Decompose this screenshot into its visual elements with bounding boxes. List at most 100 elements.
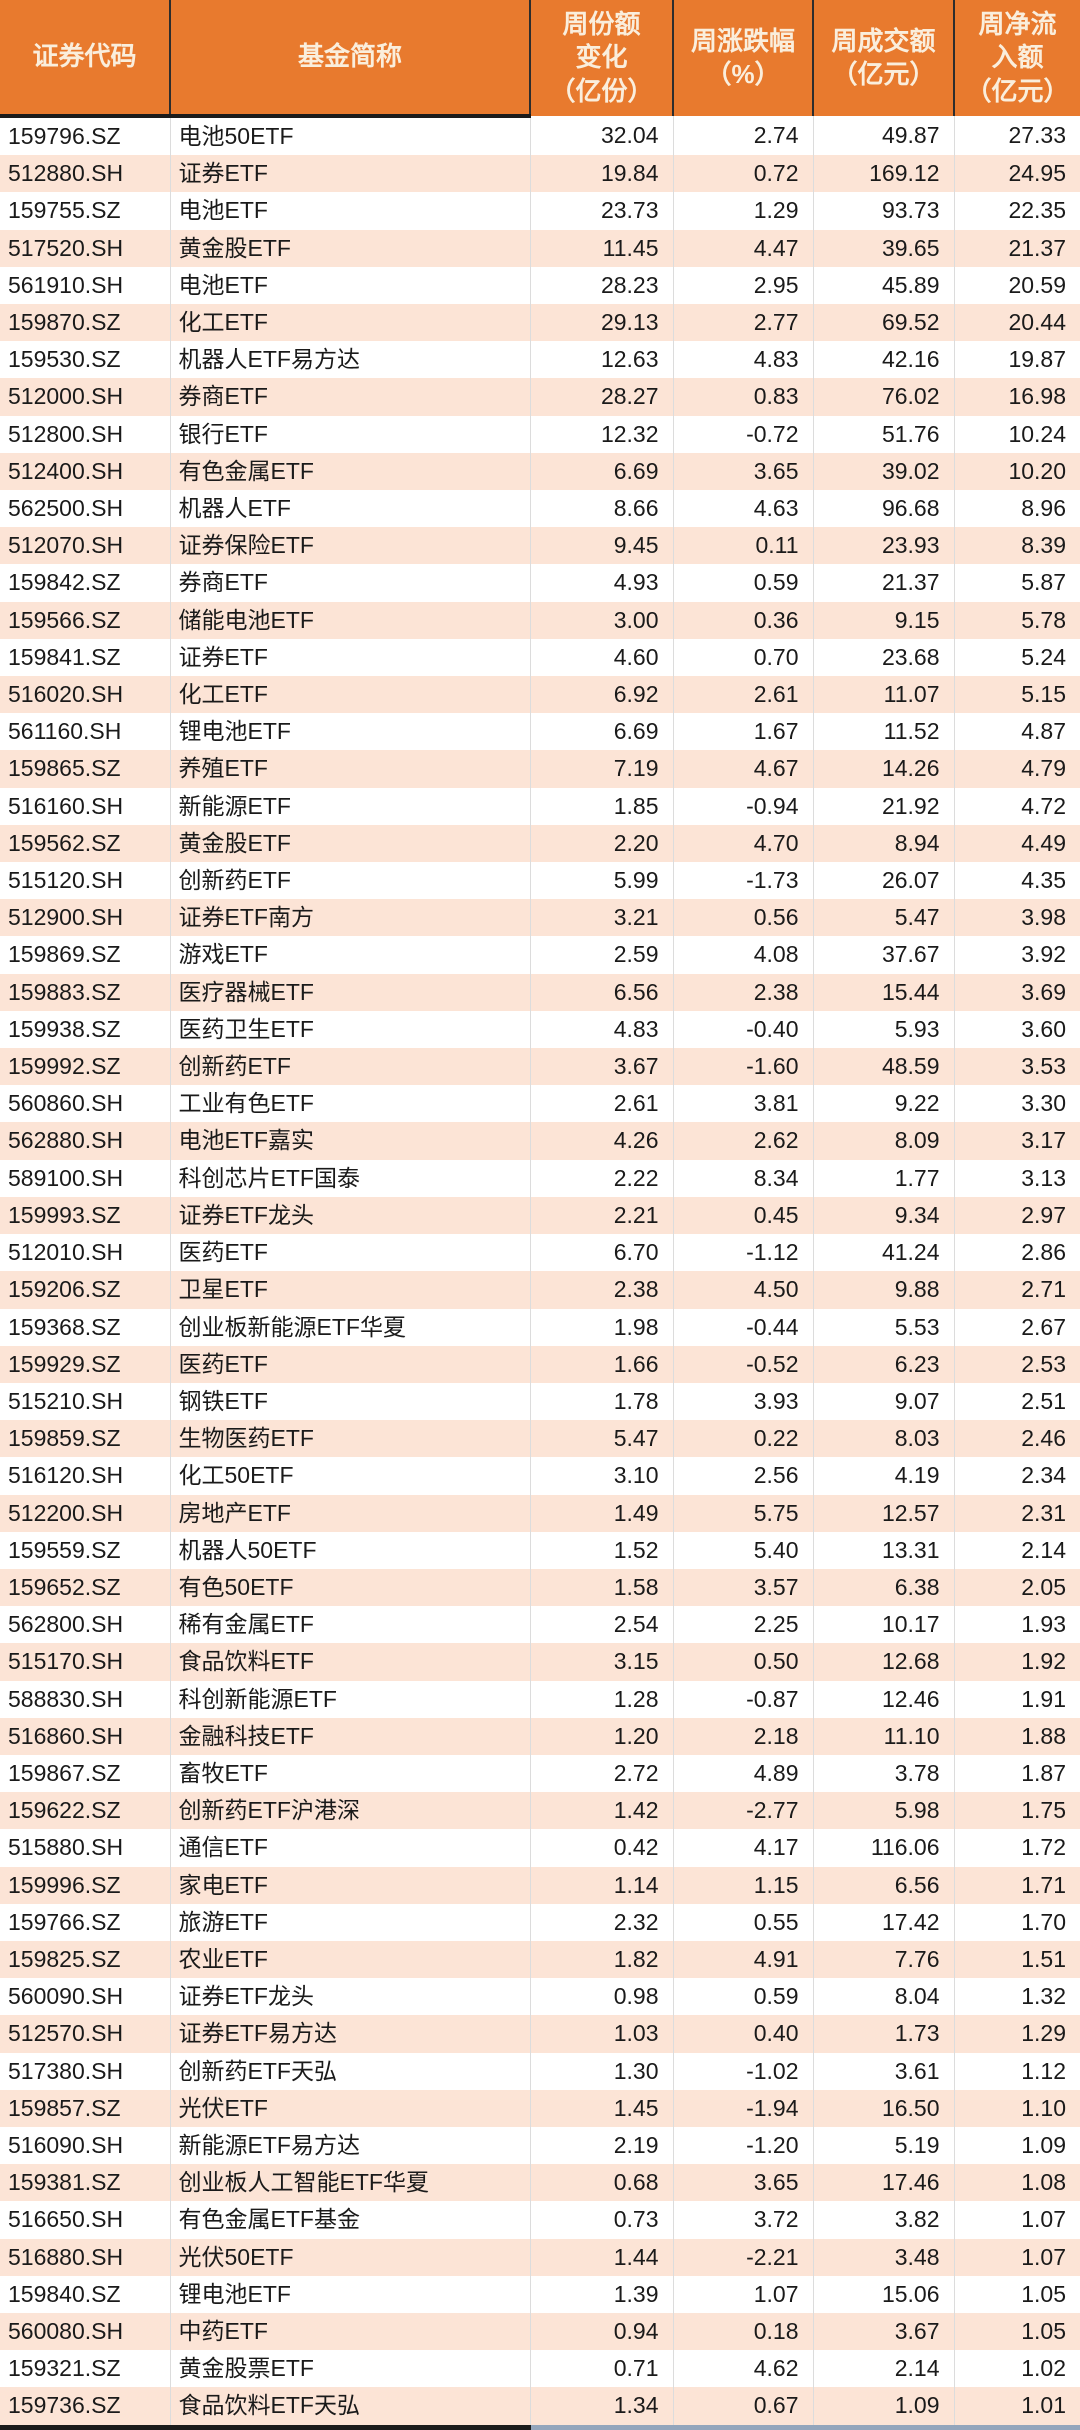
table-row: 516020.SH 化工ETF 6.92 2.61 11.07 5.15 — [0, 676, 1080, 714]
cell-fund-name: 新能源ETF — [170, 787, 531, 825]
table-row: 561160.SH 锂电池ETF 6.69 1.67 11.52 4.87 — [0, 713, 1080, 751]
cell-pct-change: 0.55 — [673, 1903, 814, 1941]
cell-turnover: 14.26 — [813, 750, 955, 788]
table-row: 159559.SZ 机器人50ETF 1.52 5.40 13.31 2.14 — [0, 1531, 1080, 1569]
table-row: 159842.SZ 券商ETF 4.93 0.59 21.37 5.87 — [0, 564, 1080, 602]
column-header-turnover: 周成交额 （亿元） — [813, 0, 955, 116]
cell-code: 516880.SH — [0, 2238, 171, 2276]
cell-share-change: 1.03 — [530, 2015, 674, 2053]
cell-fund-name: 农业ETF — [170, 1940, 531, 1979]
cell-share-change: 6.69 — [530, 713, 674, 751]
cell-code: 562500.SH — [0, 490, 171, 528]
cell-share-change: 23.73 — [530, 192, 674, 230]
cell-turnover: 45.89 — [813, 266, 955, 305]
cell-fund-name: 创新药ETF沪港深 — [170, 1792, 531, 1830]
cell-fund-name: 光伏ETF — [170, 2089, 531, 2127]
cell-pct-change: 4.63 — [673, 490, 814, 528]
cell-turnover: 26.07 — [813, 862, 955, 900]
table-row: 515170.SH 食品饮料ETF 3.15 0.50 12.68 1.92 — [0, 1643, 1080, 1681]
cell-pct-change: 1.67 — [673, 713, 814, 751]
cell-net-inflow: 1.75 — [954, 1792, 1080, 1830]
cell-fund-name: 创业板人工智能ETF华夏 — [170, 2164, 531, 2202]
cell-turnover: 4.19 — [813, 1457, 955, 1495]
cell-fund-name: 通信ETF — [170, 1829, 531, 1867]
cell-turnover: 11.07 — [813, 676, 955, 714]
cell-fund-name: 有色50ETF — [170, 1568, 531, 1607]
cell-fund-name: 家电ETF — [170, 1866, 531, 1904]
cell-turnover: 3.61 — [813, 2052, 955, 2090]
cell-net-inflow: 1.05 — [954, 2275, 1080, 2313]
cell-turnover: 3.67 — [813, 2312, 955, 2351]
table-row: 159766.SZ 旅游ETF 2.32 0.55 17.42 1.70 — [0, 1903, 1080, 1941]
cell-turnover: 3.78 — [813, 1754, 955, 1793]
cell-pct-change: 4.62 — [673, 2350, 814, 2388]
cell-fund-name: 电池ETF — [170, 192, 531, 230]
cell-net-inflow: 5.24 — [954, 638, 1080, 677]
cell-share-change: 28.23 — [530, 266, 674, 305]
cell-code: 562880.SH — [0, 1122, 171, 1160]
table-row: 512000.SH 券商ETF 28.27 0.83 76.02 16.98 — [0, 378, 1080, 416]
table-row: 159622.SZ 创新药ETF沪港深 1.42 -2.77 5.98 1.75 — [0, 1792, 1080, 1830]
cell-net-inflow: 1.87 — [954, 1754, 1080, 1793]
table-row: 159865.SZ 养殖ETF 7.19 4.67 14.26 4.79 — [0, 750, 1080, 788]
cell-net-inflow: 1.07 — [954, 2238, 1080, 2276]
table-row: 159883.SZ 医疗器械ETF 6.56 2.38 15.44 3.69 — [0, 973, 1080, 1011]
table-row: 159840.SZ 锂电池ETF 1.39 1.07 15.06 1.05 — [0, 2275, 1080, 2313]
cell-fund-name: 医疗器械ETF — [170, 973, 531, 1011]
cell-share-change: 2.22 — [530, 1159, 674, 1197]
table-row: 159938.SZ 医药卫生ETF 4.83 -0.40 5.93 3.60 — [0, 1010, 1080, 1049]
table-row: 159870.SZ 化工ETF 29.13 2.77 69.52 20.44 — [0, 304, 1080, 342]
table-row: 516650.SH 有色金属ETF基金 0.73 3.72 3.82 1.07 — [0, 2201, 1080, 2239]
cell-fund-name: 畜牧ETF — [170, 1754, 531, 1793]
cell-net-inflow: 1.10 — [954, 2089, 1080, 2127]
cell-code: 512880.SH — [0, 155, 171, 193]
table-row: 159859.SZ 生物医药ETF 5.47 0.22 8.03 2.46 — [0, 1420, 1080, 1458]
cell-fund-name: 钢铁ETF — [170, 1382, 531, 1421]
cell-share-change: 1.42 — [530, 1792, 674, 1830]
cell-pct-change: 4.70 — [673, 824, 814, 863]
table-row: 159841.SZ 证券ETF 4.60 0.70 23.68 5.24 — [0, 638, 1080, 677]
cell-share-change: 29.13 — [530, 304, 674, 342]
cell-pct-change: -2.21 — [673, 2238, 814, 2276]
cell-fund-name: 锂电池ETF — [170, 2275, 531, 2313]
cell-fund-name: 游戏ETF — [170, 936, 531, 974]
cell-share-change: 2.21 — [530, 1196, 674, 1235]
table-row: 159566.SZ 储能电池ETF 3.00 0.36 9.15 5.78 — [0, 601, 1080, 639]
cell-code: 515880.SH — [0, 1829, 171, 1867]
cell-fund-name: 证券ETF龙头 — [170, 1978, 531, 2016]
cell-fund-name: 医药ETF — [170, 1345, 531, 1383]
cell-net-inflow: 2.67 — [954, 1308, 1080, 1346]
cell-turnover: 12.46 — [813, 1680, 955, 1718]
table-row: 516120.SH 化工50ETF 3.10 2.56 4.19 2.34 — [0, 1457, 1080, 1495]
cell-pct-change: 0.72 — [673, 155, 814, 193]
cell-net-inflow: 2.86 — [954, 1234, 1080, 1272]
cell-net-inflow: 1.71 — [954, 1866, 1080, 1904]
cell-pct-change: -0.40 — [673, 1010, 814, 1049]
cell-net-inflow: 3.13 — [954, 1159, 1080, 1197]
cell-share-change: 1.14 — [530, 1866, 674, 1904]
cell-turnover: 1.73 — [813, 2015, 955, 2053]
cell-code: 560080.SH — [0, 2312, 171, 2351]
cell-code: 159840.SZ — [0, 2275, 171, 2313]
cell-code: 159859.SZ — [0, 1420, 171, 1458]
table-row: 159857.SZ 光伏ETF 1.45 -1.94 16.50 1.10 — [0, 2089, 1080, 2127]
cell-net-inflow: 24.95 — [954, 155, 1080, 193]
table-row: 515880.SH 通信ETF 0.42 4.17 116.06 1.72 — [0, 1829, 1080, 1867]
cell-turnover: 5.19 — [813, 2126, 955, 2165]
cell-fund-name: 储能电池ETF — [170, 601, 531, 639]
cell-turnover: 15.44 — [813, 973, 955, 1011]
cell-fund-name: 有色金属ETF — [170, 452, 531, 491]
cell-pct-change: 4.17 — [673, 1829, 814, 1867]
cell-code: 159842.SZ — [0, 564, 171, 602]
cell-fund-name: 稀有金属ETF — [170, 1606, 531, 1644]
cell-pct-change: 2.18 — [673, 1717, 814, 1755]
cell-share-change: 1.39 — [530, 2275, 674, 2313]
cell-turnover: 5.93 — [813, 1010, 955, 1049]
cell-pct-change: -1.20 — [673, 2126, 814, 2165]
cell-pct-change: 2.62 — [673, 1122, 814, 1160]
cell-pct-change: 4.89 — [673, 1754, 814, 1793]
cell-code: 159766.SZ — [0, 1903, 171, 1941]
cell-fund-name: 工业有色ETF — [170, 1085, 531, 1123]
cell-pct-change: 0.36 — [673, 601, 814, 639]
